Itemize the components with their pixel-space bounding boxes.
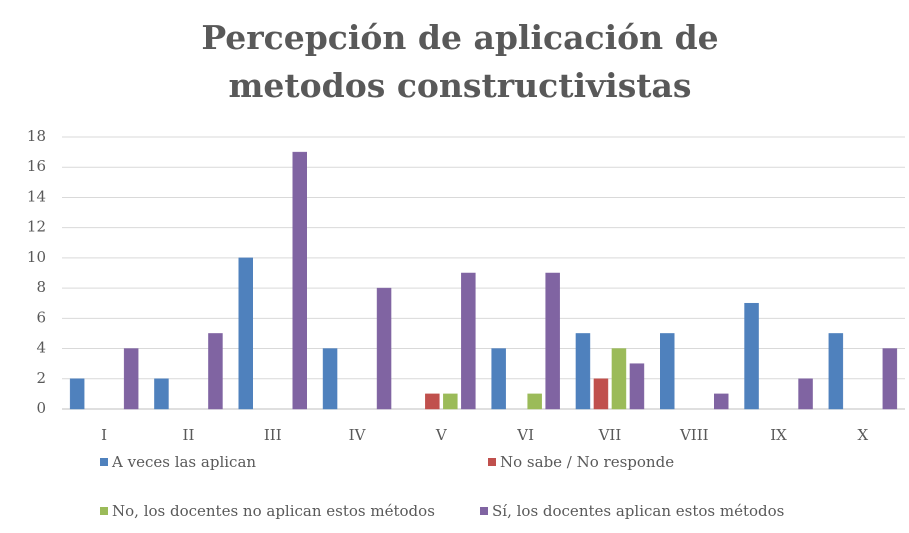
legend-label: No sabe / No responde <box>500 453 675 471</box>
x-tick-label: III <box>264 426 282 444</box>
y-tick-label: 10 <box>27 248 46 266</box>
x-tick-label: X <box>858 426 869 444</box>
y-tick-label: 14 <box>27 187 46 205</box>
bar <box>425 393 440 410</box>
y-tick-label: 0 <box>36 399 46 417</box>
legend-item: A veces las aplican <box>100 453 256 471</box>
bar <box>461 272 476 410</box>
legend-item: No, los docentes no aplican estos método… <box>100 502 435 520</box>
y-tick-label: 12 <box>27 218 46 236</box>
bar <box>828 333 844 410</box>
bar <box>611 348 627 410</box>
y-tick-label: 2 <box>36 369 46 387</box>
legend-label: Sí, los docentes aplican estos métodos <box>492 502 785 520</box>
y-tick-label: 8 <box>36 278 46 296</box>
x-tick-label: VII <box>598 426 622 444</box>
legend-swatch <box>488 458 496 466</box>
bar <box>238 257 253 410</box>
x-tick-label: I <box>101 426 107 444</box>
bar <box>527 393 542 410</box>
bar <box>744 302 759 410</box>
legend-item: Sí, los docentes aplican estos métodos <box>480 502 784 520</box>
x-tick-label: VIII <box>679 426 709 444</box>
bar <box>292 151 307 410</box>
bar <box>660 333 675 410</box>
bar <box>575 333 591 410</box>
x-tick-label: IV <box>349 426 367 444</box>
bar <box>491 348 506 410</box>
legend-swatch <box>100 458 108 466</box>
y-tick-label: 6 <box>36 308 46 326</box>
y-tick-label: 4 <box>36 339 46 357</box>
bar <box>629 363 645 410</box>
x-tick-label: II <box>183 426 195 444</box>
bar <box>376 287 392 410</box>
x-tick-label: V <box>435 426 448 444</box>
chart-title: Percepción de aplicación de metodos cons… <box>201 18 719 105</box>
legend-label: A veces las aplican <box>112 453 257 471</box>
bar <box>154 378 169 410</box>
y-tick-label: 18 <box>27 127 46 145</box>
legend-swatch <box>100 507 108 515</box>
bar <box>123 348 139 410</box>
legend-swatch <box>480 507 488 515</box>
bar <box>69 378 85 410</box>
y-tick-label: 16 <box>27 157 46 175</box>
bar <box>322 348 338 410</box>
bar <box>798 378 813 410</box>
bar <box>208 333 223 410</box>
bar <box>593 378 609 410</box>
x-tick-label: VI <box>516 426 534 444</box>
x-tick-label: IX <box>770 426 787 444</box>
legend-label: No, los docentes no aplican estos método… <box>112 502 435 520</box>
bar <box>714 393 729 410</box>
bar <box>882 348 898 410</box>
legend-item: No sabe / No responde <box>488 453 674 471</box>
bar <box>443 393 458 410</box>
bar <box>545 272 560 410</box>
